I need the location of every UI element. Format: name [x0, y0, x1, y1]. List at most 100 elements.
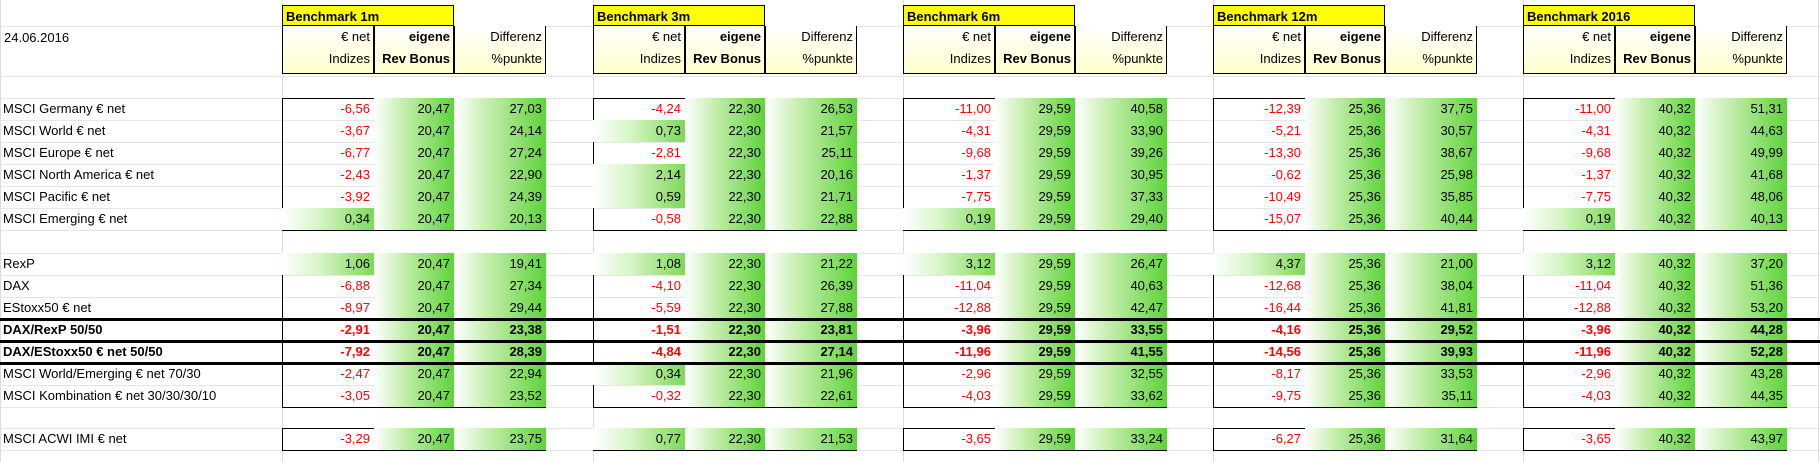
index-return-cell[interactable]: -16,44 — [1264, 300, 1301, 315]
rev-bonus-cell[interactable]: 40,32 — [1615, 253, 1695, 275]
rev-bonus-cell[interactable]: 40,32 — [1615, 164, 1695, 186]
difference-cell[interactable]: 48,06 — [1695, 186, 1787, 208]
difference-cell[interactable]: 21,00 — [1385, 253, 1477, 275]
row-label[interactable]: EStoxx50 € net — [3, 300, 92, 315]
rev-bonus-cell[interactable]: 29,59 — [995, 319, 1075, 341]
rev-bonus-cell[interactable]: 20,47 — [374, 341, 454, 363]
index-return-cell[interactable]: -12,88 — [954, 300, 991, 315]
index-return-cell[interactable]: -9,75 — [1271, 388, 1301, 403]
rev-bonus-cell[interactable]: 20,47 — [374, 363, 454, 385]
index-return-cell[interactable]: -7,92 — [340, 344, 370, 359]
index-return-cell[interactable]: -2,43 — [340, 167, 370, 182]
index-return-cell[interactable]: -2,91 — [340, 322, 370, 337]
rev-bonus-cell[interactable]: 22,30 — [685, 142, 765, 164]
index-return-cell[interactable]: -3,65 — [961, 431, 991, 446]
rev-bonus-cell[interactable]: 29,59 — [995, 297, 1075, 319]
rev-bonus-cell[interactable]: 25,36 — [1305, 341, 1385, 363]
rev-bonus-cell[interactable]: 25,36 — [1305, 363, 1385, 385]
difference-cell[interactable]: 44,35 — [1695, 385, 1787, 407]
difference-cell[interactable]: 35,85 — [1385, 186, 1477, 208]
index-return-cell[interactable]: -6,27 — [1271, 431, 1301, 446]
difference-cell[interactable]: 30,57 — [1385, 120, 1477, 142]
rev-bonus-cell[interactable]: 40,32 — [1615, 363, 1695, 385]
rev-bonus-cell[interactable]: 25,36 — [1305, 428, 1385, 450]
rev-bonus-cell[interactable]: 40,32 — [1615, 319, 1695, 341]
difference-cell[interactable]: 20,13 — [454, 208, 546, 230]
difference-cell[interactable]: 22,88 — [765, 208, 857, 230]
rev-bonus-cell[interactable]: 22,30 — [685, 275, 765, 297]
rev-bonus-cell[interactable]: 20,47 — [374, 297, 454, 319]
difference-cell[interactable]: 38,04 — [1385, 275, 1477, 297]
index-return-cell[interactable]: -1,37 — [1581, 167, 1611, 182]
rev-bonus-cell[interactable]: 40,32 — [1615, 120, 1695, 142]
difference-cell[interactable]: 33,53 — [1385, 363, 1477, 385]
rev-bonus-cell[interactable]: 25,36 — [1305, 120, 1385, 142]
difference-cell[interactable]: 31,64 — [1385, 428, 1477, 450]
difference-cell[interactable]: 27,24 — [454, 142, 546, 164]
difference-cell[interactable]: 22,61 — [765, 385, 857, 407]
rev-bonus-cell[interactable]: 25,36 — [1305, 297, 1385, 319]
difference-cell[interactable]: 40,58 — [1075, 98, 1167, 120]
index-return-cell[interactable]: 4,37 — [1213, 253, 1305, 275]
rev-bonus-cell[interactable]: 20,47 — [374, 186, 454, 208]
rev-bonus-cell[interactable]: 40,32 — [1615, 208, 1695, 230]
index-return-cell[interactable]: 0,77 — [593, 428, 685, 450]
rev-bonus-cell[interactable]: 29,59 — [995, 120, 1075, 142]
rev-bonus-cell[interactable]: 25,36 — [1305, 186, 1385, 208]
row-label[interactable]: MSCI World/Emerging € net 70/30 — [3, 366, 201, 381]
difference-cell[interactable]: 22,90 — [454, 164, 546, 186]
rev-bonus-cell[interactable]: 20,47 — [374, 428, 454, 450]
index-return-cell[interactable]: -15,07 — [1264, 211, 1301, 226]
difference-cell[interactable]: 43,28 — [1695, 363, 1787, 385]
rev-bonus-cell[interactable]: 20,47 — [374, 275, 454, 297]
rev-bonus-cell[interactable]: 22,30 — [685, 164, 765, 186]
row-label[interactable]: MSCI World € net — [3, 123, 106, 138]
index-return-cell[interactable]: -14,56 — [1264, 344, 1301, 359]
difference-cell[interactable]: 33,62 — [1075, 385, 1167, 407]
difference-cell[interactable]: 32,55 — [1075, 363, 1167, 385]
difference-cell[interactable]: 53,20 — [1695, 297, 1787, 319]
rev-bonus-cell[interactable]: 40,32 — [1615, 186, 1695, 208]
difference-cell[interactable]: 51,36 — [1695, 275, 1787, 297]
index-return-cell[interactable]: 0,19 — [1523, 208, 1615, 230]
difference-cell[interactable]: 26,39 — [765, 275, 857, 297]
difference-cell[interactable]: 20,16 — [765, 164, 857, 186]
index-return-cell[interactable]: -8,17 — [1271, 366, 1301, 381]
index-return-cell[interactable]: -3,05 — [340, 388, 370, 403]
difference-cell[interactable]: 26,53 — [765, 98, 857, 120]
rev-bonus-cell[interactable]: 20,47 — [374, 164, 454, 186]
rev-bonus-cell[interactable]: 22,30 — [685, 253, 765, 275]
difference-cell[interactable]: 51,31 — [1695, 98, 1787, 120]
difference-cell[interactable]: 23,81 — [765, 319, 857, 341]
difference-cell[interactable]: 22,94 — [454, 363, 546, 385]
rev-bonus-cell[interactable]: 29,59 — [995, 186, 1075, 208]
index-return-cell[interactable]: -6,77 — [340, 145, 370, 160]
rev-bonus-cell[interactable]: 40,32 — [1615, 275, 1695, 297]
index-return-cell[interactable]: -4,84 — [651, 344, 681, 359]
rev-bonus-cell[interactable]: 40,32 — [1615, 98, 1695, 120]
index-return-cell[interactable]: -0,58 — [651, 211, 681, 226]
rev-bonus-cell[interactable]: 22,30 — [685, 297, 765, 319]
index-return-cell[interactable]: -3,92 — [340, 189, 370, 204]
index-return-cell[interactable]: -7,75 — [1581, 189, 1611, 204]
difference-cell[interactable]: 21,96 — [765, 363, 857, 385]
difference-cell[interactable]: 44,28 — [1695, 319, 1787, 341]
rev-bonus-cell[interactable]: 22,30 — [685, 186, 765, 208]
index-return-cell[interactable]: 0,34 — [593, 363, 685, 385]
rev-bonus-cell[interactable]: 29,59 — [995, 275, 1075, 297]
index-return-cell[interactable]: -11,00 — [1575, 101, 1611, 116]
index-return-cell[interactable]: -3,96 — [1581, 322, 1611, 337]
rev-bonus-cell[interactable]: 20,47 — [374, 319, 454, 341]
rev-bonus-cell[interactable]: 25,36 — [1305, 98, 1385, 120]
difference-cell[interactable]: 33,55 — [1075, 319, 1167, 341]
difference-cell[interactable]: 49,99 — [1695, 142, 1787, 164]
row-label[interactable]: MSCI Kombination € net 30/30/30/10 — [3, 388, 217, 403]
rev-bonus-cell[interactable]: 22,30 — [685, 385, 765, 407]
row-label[interactable]: MSCI North America € net — [3, 167, 154, 182]
rev-bonus-cell[interactable]: 22,30 — [685, 363, 765, 385]
rev-bonus-cell[interactable]: 29,59 — [995, 208, 1075, 230]
difference-cell[interactable]: 37,33 — [1075, 186, 1167, 208]
index-return-cell[interactable]: 0,73 — [593, 120, 685, 142]
difference-cell[interactable]: 41,81 — [1385, 297, 1477, 319]
rev-bonus-cell[interactable]: 22,30 — [685, 319, 765, 341]
